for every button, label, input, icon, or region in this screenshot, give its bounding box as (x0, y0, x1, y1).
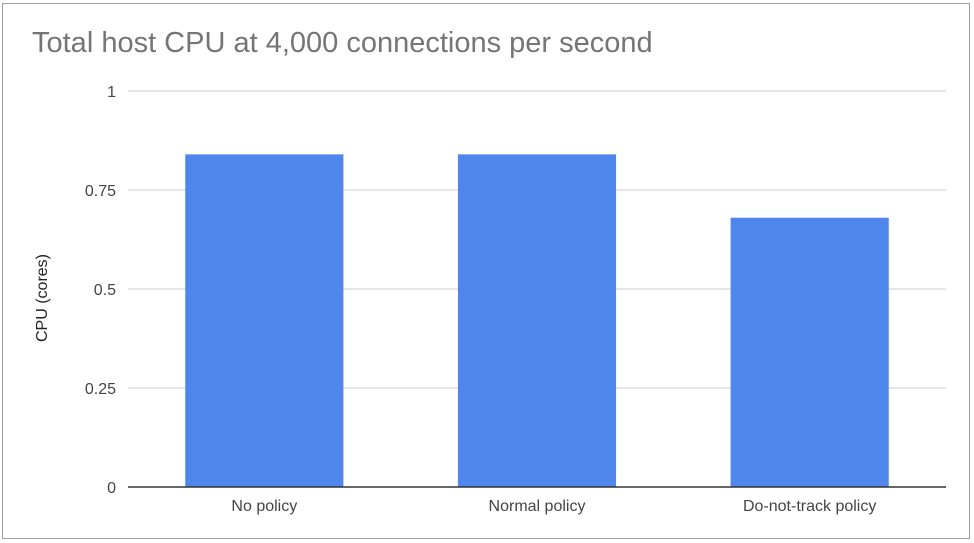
y-tick-label: 0.5 (94, 282, 116, 299)
y-tick-label: 0.25 (85, 381, 116, 398)
tick-labels: 0 0.25 0.5 0.75 1 No policy Normal policy Do-no… (85, 84, 876, 515)
y-axis-title: CPU (cores) (34, 254, 51, 342)
bar-normal-policy (457, 154, 617, 488)
bars (185, 154, 889, 488)
bar-no-policy (185, 154, 344, 488)
bar-do-not-track-policy (730, 217, 889, 487)
chart-title: Total host CPU at 4,000 connections per … (32, 27, 653, 59)
x-tick-label: No policy (231, 498, 297, 515)
x-tick-label: Do-not-track policy (743, 498, 876, 515)
y-tick-label: 1 (107, 84, 116, 101)
x-tick-label: Normal policy (489, 498, 586, 515)
y-tick-label: 0 (107, 480, 116, 497)
y-tick-label: 0.75 (85, 183, 116, 200)
